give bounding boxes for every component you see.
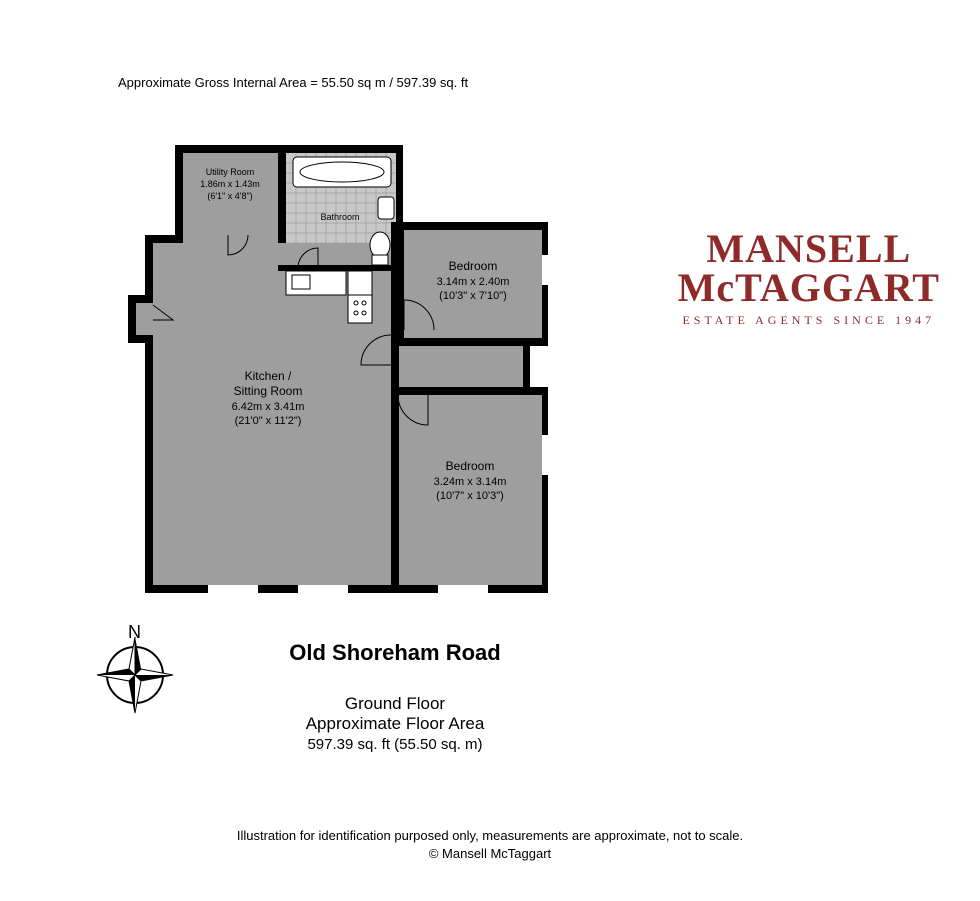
- kitchen-dim-m: 6.42m x 3.41m: [232, 401, 305, 413]
- title-block: Old Shoreham Road Ground Floor Approxima…: [225, 640, 565, 753]
- floor-label: Ground Floor: [225, 694, 565, 714]
- kitchen-name2: Sitting Room: [234, 384, 303, 398]
- logo-line2: McTAGGART: [678, 264, 940, 311]
- area-label: Approximate Floor Area: [225, 714, 565, 734]
- bedroom1-dim-m: 3.14m x 2.40m: [437, 276, 510, 288]
- bedroom1-name: Bedroom: [449, 259, 498, 273]
- bedroom1-dim-ft: (10'3" x 7'10"): [439, 290, 507, 302]
- compass-icon: [95, 635, 175, 715]
- bedroom2-dim-ft: (10'7" x 10'3"): [436, 490, 504, 502]
- area-value: 597.39 sq. ft (55.50 sq. m): [225, 736, 565, 753]
- bathroom-name: Bathroom: [320, 212, 359, 222]
- utility-room-dim-m: 1.86m x 1.43m: [200, 179, 260, 189]
- kitchen-dim-ft: (21'0" x 11'2"): [235, 415, 302, 427]
- property-title: Old Shoreham Road: [225, 640, 565, 666]
- agent-logo: MANSELL McTAGGART ESTATE AGENTS SINCE 19…: [678, 225, 940, 328]
- bedroom2-dim-m: 3.24m x 3.14m: [434, 476, 507, 488]
- copyright-text: © Mansell McTaggart: [0, 846, 980, 861]
- logo-tagline: ESTATE AGENTS SINCE 1947: [678, 313, 940, 328]
- kitchen-name1: Kitchen /: [245, 369, 292, 383]
- utility-room-name: Utility Room: [206, 167, 255, 177]
- utility-room-dim-ft: (6'1" x 4'8"): [207, 191, 252, 201]
- floorplan-diagram: Utility Room 1.86m x 1.43m (6'1" x 4'8")…: [118, 135, 548, 615]
- bedroom2-name: Bedroom: [446, 459, 495, 473]
- gross-area-text: Approximate Gross Internal Area = 55.50 …: [118, 75, 468, 90]
- disclaimer-text: Illustration for identification purposed…: [0, 828, 980, 843]
